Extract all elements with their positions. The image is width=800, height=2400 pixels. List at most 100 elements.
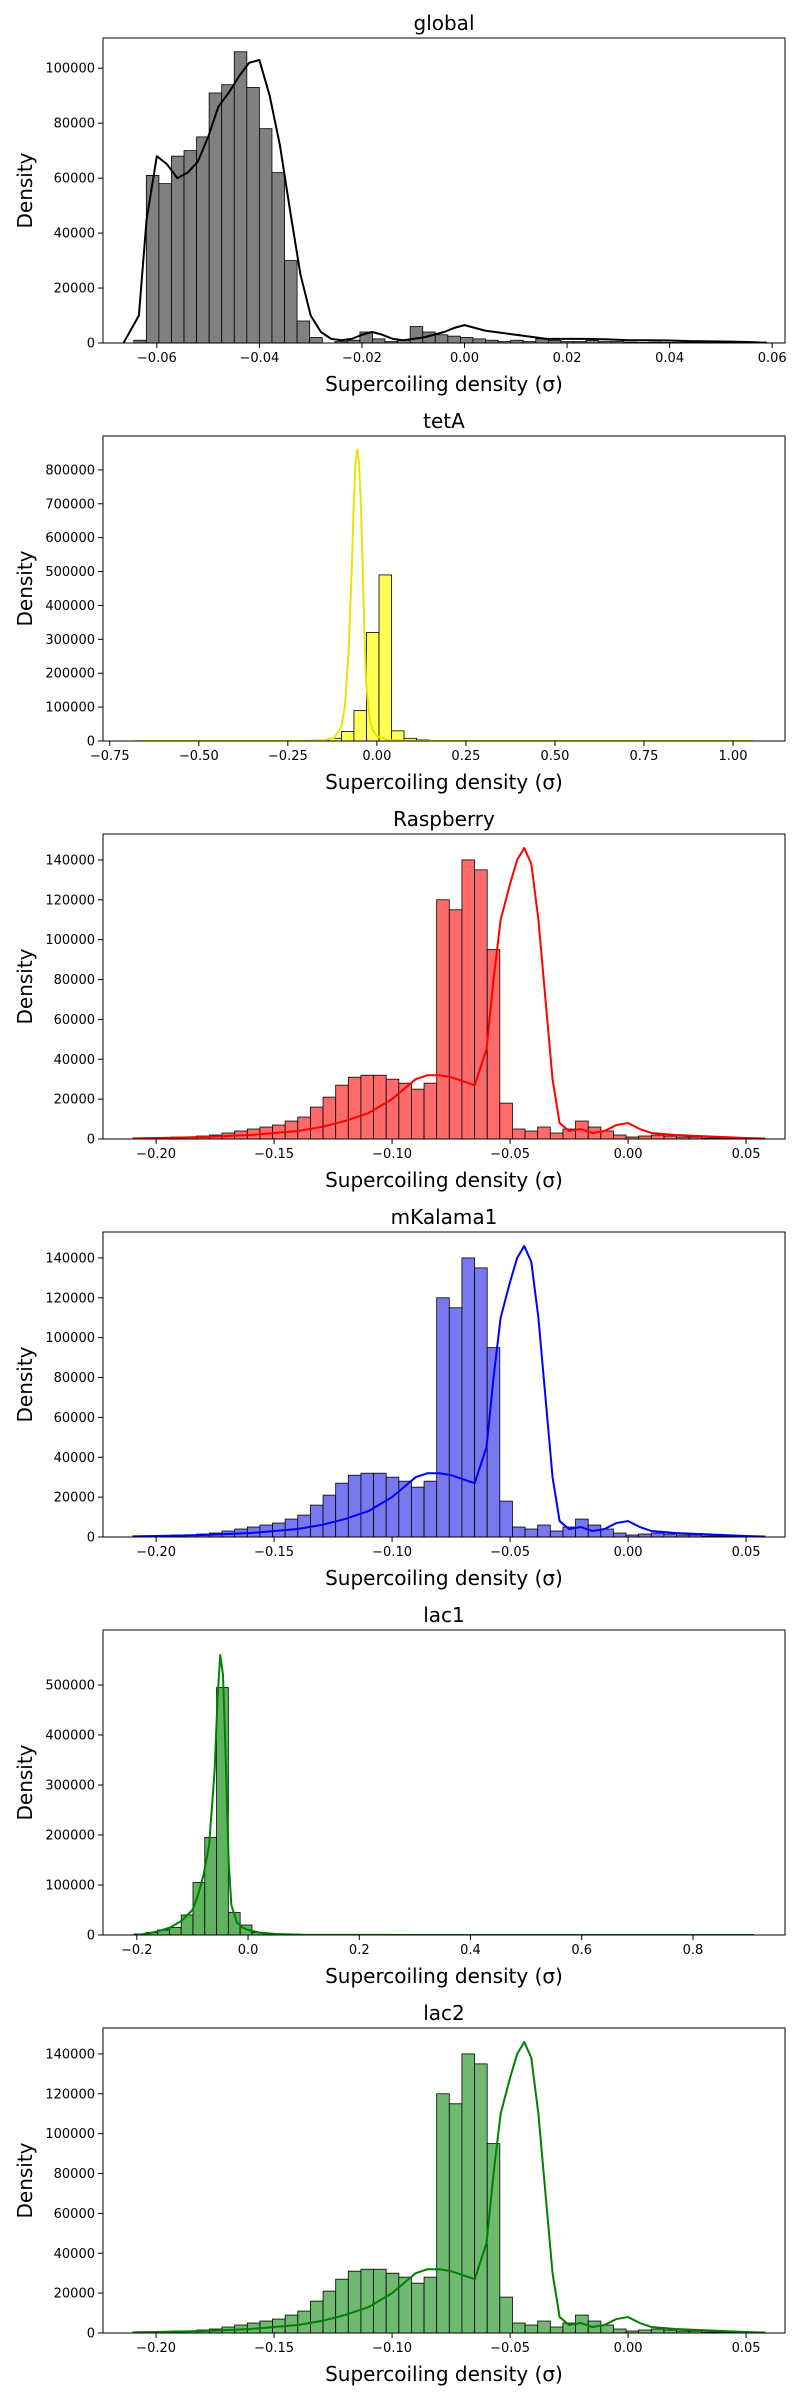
histogram-bar	[378, 574, 392, 741]
histogram-bar	[524, 1528, 539, 1537]
chart-3: −0.20 −0.15 −0.10 −0.05 0.00 0.05 0 20000 40000 6…	[13, 1205, 786, 1590]
bars	[133, 1687, 276, 1935]
x-tick-label: 0.00	[362, 749, 391, 764]
y-tick-label: 800000	[45, 463, 95, 478]
x-tick-label: 1.00	[719, 749, 748, 764]
x-axis-label: Supercoiling density (σ)	[325, 1566, 563, 1590]
histogram-bar	[309, 337, 323, 343]
axes-frame	[102, 435, 786, 742]
y-tick-label: 80000	[54, 117, 95, 132]
y-axis-label: Density	[13, 550, 37, 626]
histogram-bar	[461, 1257, 475, 1537]
x-tick-label: 0.0	[238, 1943, 259, 1958]
bars	[158, 2053, 766, 2333]
kde-line	[136, 1654, 755, 1935]
histogram-bar	[499, 1500, 513, 1537]
histogram-bar	[385, 2272, 400, 2333]
histogram-bar	[436, 2093, 450, 2333]
x-tick-label: −0.04	[239, 351, 279, 366]
y-tick-label: 200000	[45, 1829, 95, 1844]
histogram-bar	[423, 1480, 438, 1537]
histogram-bar	[335, 2278, 349, 2333]
histogram-bar	[499, 1102, 513, 1139]
chart-0: −0.06 −0.04 −0.02 0.00 0.02 0.04 0.06 0 20000 400…	[13, 11, 787, 396]
y-tick-label: 60000	[54, 1013, 95, 1028]
bars	[158, 1257, 766, 1537]
x-tick-label: 0.06	[758, 351, 787, 366]
histogram-bar	[448, 2103, 463, 2333]
y-tick-label: 0	[87, 337, 95, 352]
x-tick-label: −0.20	[136, 2341, 176, 2356]
histogram-bar	[360, 2268, 374, 2333]
histogram-bar	[447, 335, 461, 343]
histogram-bar	[347, 2270, 362, 2333]
x-tick-label: 0.4	[460, 1943, 481, 1958]
histogram-bar	[335, 1084, 349, 1139]
x-tick-label: −0.06	[137, 351, 177, 366]
histogram-bar	[436, 1297, 450, 1537]
histogram-bar	[310, 1106, 324, 1139]
chart-4: −0.2 0.0 0.2 0.4 0.6 0.8 0 100000 200000 300000 40…	[13, 1603, 786, 1988]
x-tick-label: 0.02	[553, 351, 582, 366]
y-tick-label: 0	[87, 1133, 95, 1148]
y-tick-label: 400000	[45, 1729, 95, 1744]
histogram-bar	[411, 2282, 425, 2333]
x-tick-label: −0.20	[136, 1147, 176, 1162]
y-tick-label: 0	[87, 1531, 95, 1546]
kde-line	[132, 846, 765, 1139]
x-tick-label: 0.2	[349, 1943, 370, 1958]
histogram-bar	[448, 909, 463, 1139]
y-tick-label: 100000	[45, 1331, 95, 1346]
x-tick-label: −0.05	[490, 1147, 530, 1162]
x-tick-label: −0.15	[254, 2341, 294, 2356]
y-tick-label: 140000	[45, 2047, 95, 2062]
chart-title: lac1	[423, 1603, 465, 1627]
histogram-bar	[322, 1096, 337, 1139]
x-tick-label: −0.10	[372, 1545, 412, 1560]
histogram-bar	[613, 1134, 627, 1139]
histogram-bar	[284, 2314, 299, 2333]
histogram-bar	[284, 1518, 299, 1537]
y-axis-label: Density	[13, 152, 37, 228]
y-tick-label: 140000	[45, 1251, 95, 1266]
histogram-bar	[423, 2276, 438, 2333]
y-tick-label: 60000	[54, 2207, 95, 2222]
histogram-bar	[340, 731, 355, 741]
histogram-bar	[366, 632, 380, 741]
y-tick-label: 60000	[54, 1411, 95, 1426]
histogram-bar	[650, 1134, 665, 1139]
histogram-bar	[246, 87, 260, 343]
histogram-bar	[360, 1074, 374, 1139]
x-tick-label: 0.00	[614, 2341, 643, 2356]
x-tick-label: 0.8	[683, 1943, 704, 1958]
histogram-bar	[221, 84, 235, 343]
y-tick-label: 0	[87, 2327, 95, 2342]
histogram-bar	[171, 155, 185, 343]
y-tick-label: 100000	[45, 701, 95, 716]
x-axis-label: Supercoiling density (σ)	[325, 1964, 563, 1988]
chart-title: lac2	[423, 2001, 465, 2025]
histogram-bar	[549, 1132, 564, 1139]
x-tick-label: −0.15	[254, 1147, 294, 1162]
y-axis-label: Density	[13, 1346, 37, 1422]
y-tick-label: 500000	[45, 1679, 95, 1694]
axes-frame	[102, 833, 786, 1140]
histogram-bar	[196, 136, 210, 343]
histogram-bar	[233, 51, 248, 343]
histogram-bar	[537, 1524, 551, 1537]
x-tick-label: −0.20	[136, 1545, 176, 1560]
chart-title: global	[414, 11, 475, 35]
bars	[158, 859, 766, 1139]
y-tick-label: 20000	[54, 2287, 95, 2302]
histogram-bar	[423, 1082, 438, 1139]
y-tick-label: 0	[87, 1929, 95, 1944]
histogram-bar	[434, 334, 449, 343]
histogram-bar	[499, 2296, 513, 2333]
histogram-bar	[310, 2300, 324, 2333]
x-axis-label: Supercoiling density (σ)	[325, 770, 563, 794]
kde-line	[132, 2040, 765, 2333]
histogram-bar	[158, 183, 172, 343]
histogram-bar	[322, 2290, 337, 2333]
axes-frame	[102, 2027, 786, 2334]
histogram-bar	[411, 1088, 425, 1139]
